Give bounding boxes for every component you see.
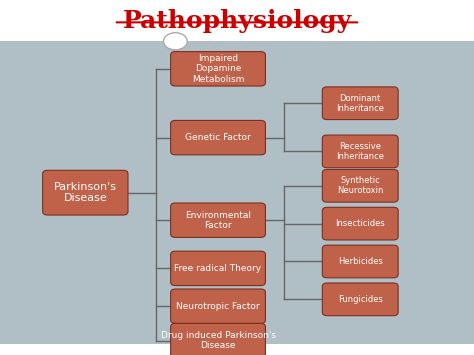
Bar [0,41,474,344]
Text: Dominant
Inheritance: Dominant Inheritance [336,93,384,113]
Text: Genetic Factor: Genetic Factor [185,133,251,142]
FancyBboxPatch shape [171,251,265,285]
Bar [0,0,474,41]
FancyBboxPatch shape [171,120,265,155]
Circle shape [164,33,187,50]
Text: Synthetic
Neurotoxin: Synthetic Neurotoxin [337,176,383,196]
Text: Fungicides: Fungicides [338,295,383,304]
Text: Free radical Theory: Free radical Theory [174,264,262,273]
FancyBboxPatch shape [322,245,398,278]
Text: Parkinson's
Disease: Parkinson's Disease [54,182,117,203]
Text: Neurotropic Factor: Neurotropic Factor [176,302,260,311]
Text: Drug induced Parkinson's
Disease: Drug induced Parkinson's Disease [161,331,275,350]
Text: Insecticides: Insecticides [336,219,385,228]
FancyBboxPatch shape [322,135,398,168]
Text: Herbicides: Herbicides [338,257,383,266]
FancyBboxPatch shape [43,170,128,215]
Text: Impaired
Dopamine
Metabolism: Impaired Dopamine Metabolism [192,54,244,84]
FancyBboxPatch shape [171,51,265,86]
FancyBboxPatch shape [171,289,265,323]
Text: Pathophysiology: Pathophysiology [122,9,352,33]
FancyBboxPatch shape [322,169,398,202]
FancyBboxPatch shape [322,207,398,240]
FancyBboxPatch shape [322,87,398,120]
FancyBboxPatch shape [322,283,398,316]
Text: Recessive
Inheritance: Recessive Inheritance [336,142,384,161]
Text: Environmental
Factor: Environmental Factor [185,211,251,230]
FancyBboxPatch shape [171,203,265,237]
FancyBboxPatch shape [171,323,265,355]
